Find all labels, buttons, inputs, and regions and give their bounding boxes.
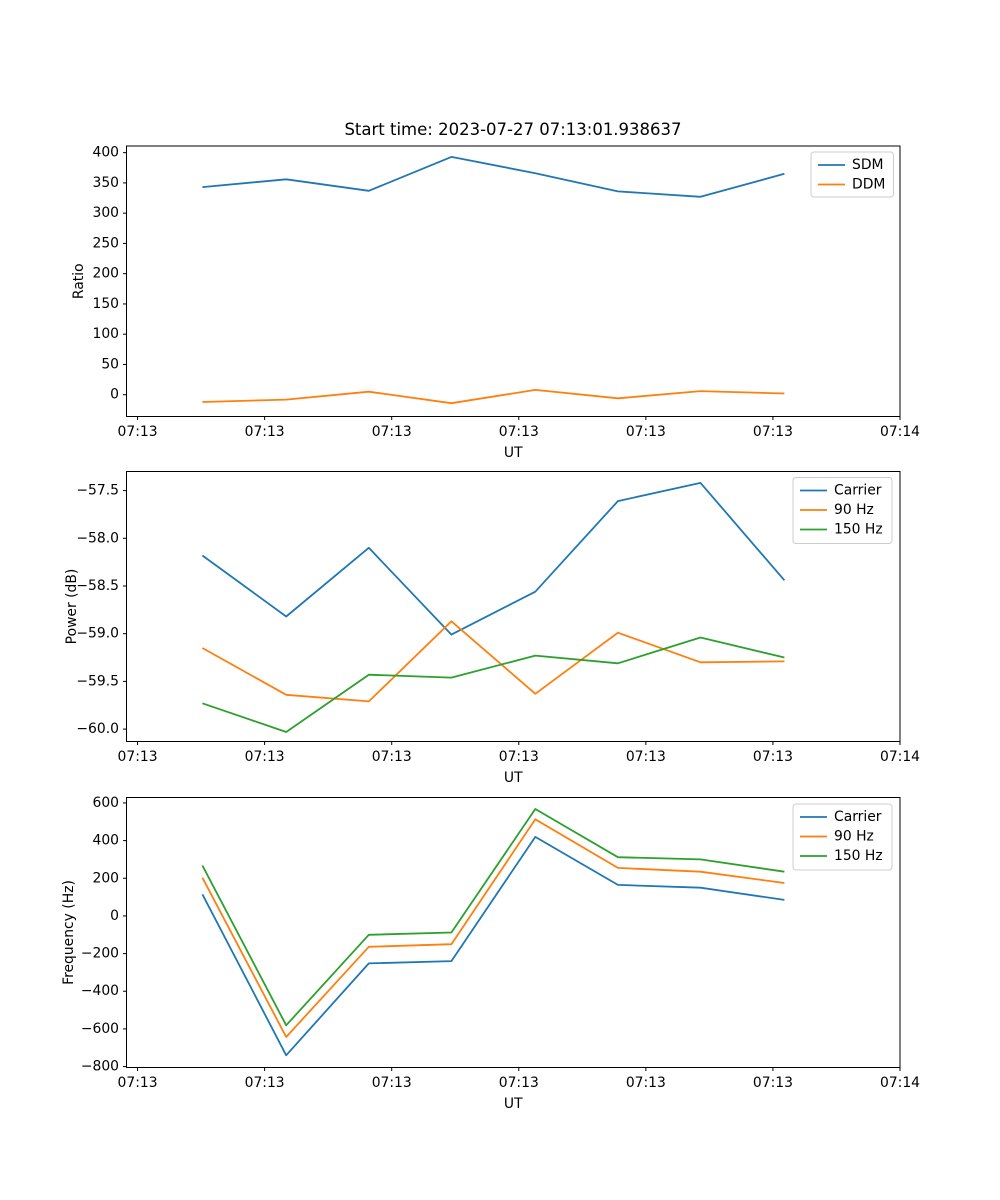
x-tick-label: 07:13: [626, 424, 666, 440]
x-tick-label: 07:13: [499, 424, 539, 440]
x-axis-label: UT: [504, 445, 523, 461]
subplot-2: −57.5 −58.0 −58.5 −59.0 −59.5 −60.0 07:13 07:13…: [64, 471, 920, 786]
legend-frame: [792, 803, 893, 871]
legend-frame: [810, 151, 894, 198]
series-line-carrier: [201, 836, 785, 1057]
y-tick-label: 50: [101, 356, 119, 372]
series-line-ddm: [202, 388, 785, 405]
legend-label: 90 Hz: [834, 829, 874, 845]
legend-label: SDM: [852, 157, 884, 173]
x-axis-label: UT: [504, 770, 523, 786]
y-tick-label: 400: [92, 145, 119, 161]
legend: Carrier 90 Hz 150 Hz: [792, 803, 893, 871]
y-tick-label: 0: [110, 908, 119, 924]
y-tick-label: −400: [81, 983, 119, 999]
x-tick-label: 07:13: [118, 424, 158, 440]
legend-label: Carrier: [834, 809, 882, 825]
y-tick-label: 0: [110, 387, 119, 403]
x-tick-label: 07:13: [372, 749, 412, 765]
axes-frame: [126, 797, 901, 1068]
x-tick-label: 07:13: [245, 1075, 285, 1091]
legend-frame: [792, 477, 893, 544]
y-axis-label: Power (dB): [64, 569, 80, 645]
y-tick-label: 100: [92, 326, 119, 342]
legend-label: DDM: [852, 177, 885, 193]
y-tick-label: 400: [92, 833, 119, 849]
y-axis-label: Frequency (Hz): [61, 880, 77, 985]
y-tick-label: −200: [81, 946, 119, 962]
x-tick-label: 07:13: [372, 1075, 412, 1091]
y-tick-label: 150: [92, 296, 119, 312]
axes-frame: [126, 471, 901, 742]
legend-label: Carrier: [834, 483, 882, 499]
series-line-90-hz: [201, 818, 785, 1038]
subplot-3: −800 −600 −400 −200 0 200 400 600 07:13 07:13 07:1…: [61, 795, 920, 1112]
x-tick-label: 07:13: [753, 749, 793, 765]
x-tick-label: 07:13: [626, 749, 666, 765]
x-axis-label: UT: [504, 1096, 523, 1112]
y-tick-label: −600: [81, 1021, 119, 1037]
axes-frame: [126, 145, 901, 417]
y-tick-label: −59.5: [76, 673, 119, 689]
series-line-carrier: [201, 481, 786, 636]
legend-label: 150 Hz: [834, 522, 883, 538]
y-tick-label: 600: [92, 795, 119, 811]
series-line-150-hz: [202, 636, 785, 733]
x-tick-label: 07:14: [880, 1075, 920, 1091]
y-tick-label: 200: [92, 266, 119, 282]
legend: Carrier 90 Hz 150 Hz: [792, 477, 893, 544]
y-tick-label: 350: [92, 175, 119, 191]
chart-title: Start time: 2023-07-27 07:13:01.938637: [344, 120, 682, 139]
y-tick-label: −59.0: [76, 626, 119, 642]
x-tick-label: 07:13: [499, 1075, 539, 1091]
legend-label: 150 Hz: [834, 848, 883, 864]
series-line-90-hz: [201, 620, 785, 703]
series-line-sdm: [202, 155, 785, 198]
legend: SDM DDM: [810, 151, 894, 198]
x-tick-label: 07:13: [372, 424, 412, 440]
x-tick-label: 07:13: [499, 749, 539, 765]
y-tick-label: 200: [92, 870, 119, 886]
y-tick-label: 250: [92, 235, 119, 251]
x-tick-label: 07:13: [626, 1075, 666, 1091]
y-tick-label: −57.5: [76, 483, 119, 499]
x-tick-label: 07:13: [118, 749, 158, 765]
y-tick-label: −60.0: [76, 721, 119, 737]
x-tick-label: 07:13: [753, 424, 793, 440]
legend-label: 90 Hz: [834, 502, 874, 518]
x-tick-label: 07:14: [880, 749, 920, 765]
x-tick-label: 07:13: [245, 424, 285, 440]
x-tick-label: 07:13: [753, 1075, 793, 1091]
x-tick-label: 07:13: [118, 1075, 158, 1091]
y-tick-label: −800: [81, 1059, 119, 1075]
y-tick-label: 300: [92, 205, 119, 221]
x-tick-label: 07:13: [245, 749, 285, 765]
subplot-1: 0 50 100 150 200 250 300 350 400 07:13 07:13 07:13 0…: [71, 145, 920, 461]
series-line-150-hz: [201, 808, 785, 1027]
y-axis-label: Ratio: [71, 263, 87, 299]
x-tick-label: 07:14: [880, 424, 920, 440]
y-tick-label: −58.5: [76, 578, 119, 594]
y-tick-label: −58.0: [76, 530, 119, 546]
